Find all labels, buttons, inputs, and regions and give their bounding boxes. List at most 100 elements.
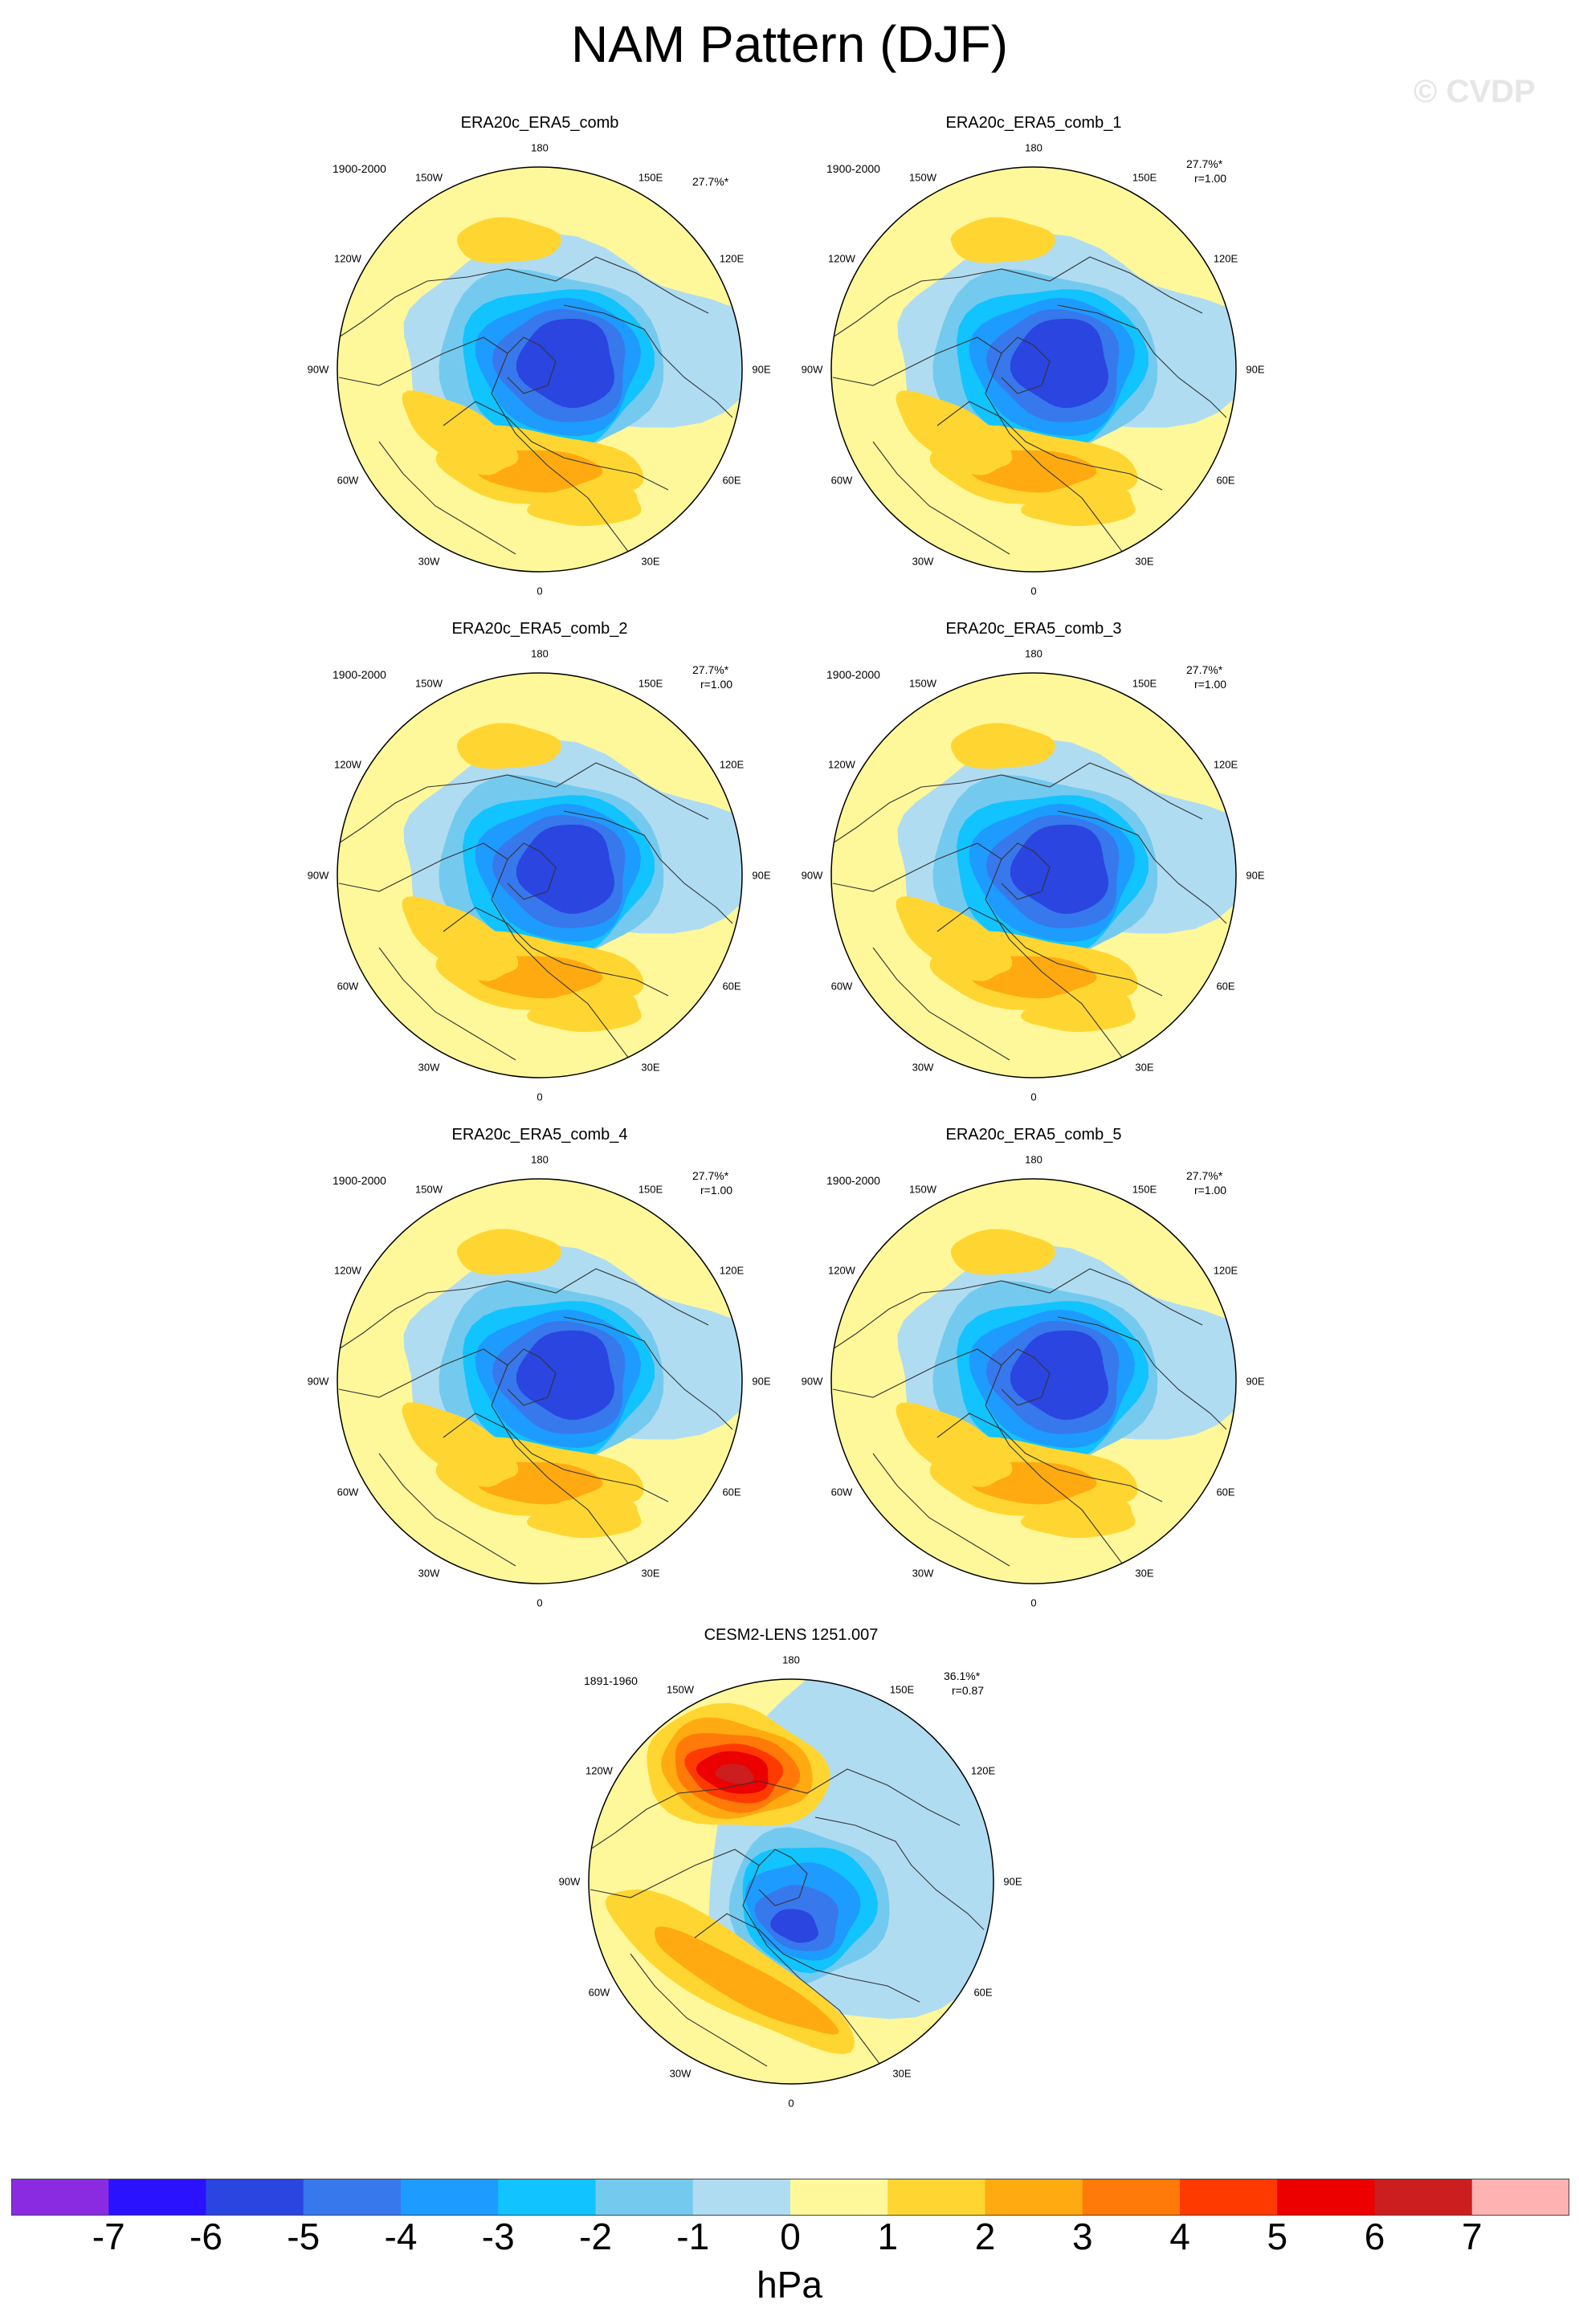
coastline — [630, 1953, 768, 2067]
longitude-label: 0 — [537, 1091, 543, 1103]
longitude-label: 0 — [537, 585, 543, 597]
longitude-label: 90E — [752, 1375, 771, 1388]
pattern-correlation: r=0.87 — [952, 1684, 985, 1697]
map-boundary — [830, 166, 1237, 573]
coastline — [507, 336, 557, 394]
longitude-label: 30W — [912, 1567, 934, 1580]
coastline — [1057, 1316, 1227, 1430]
variance-explained: 27.7%* — [1186, 663, 1223, 676]
longitude-label: 30E — [1135, 555, 1154, 568]
coastline — [338, 336, 637, 563]
high-lobe-level-1 — [402, 1402, 519, 1487]
longitude-label: 180 — [782, 1653, 800, 1666]
map-panel: ERA20c_ERA5_comb_1 1900-2000 27.7%* r=1.00 1… — [801, 114, 1267, 628]
polar-map — [830, 1178, 1237, 1584]
longitude-label: 60E — [1216, 980, 1235, 993]
analysis-period: 1900-2000 — [826, 1174, 880, 1187]
map-boundary — [337, 1178, 743, 1584]
coastline — [338, 256, 709, 338]
pacific-high-level-1 — [950, 217, 1055, 263]
colorbar-swatch — [1471, 2179, 1569, 2216]
panel-title: ERA20c_ERA5_comb_4 — [451, 1126, 628, 1144]
colorbar-tick-label: 0 — [780, 2216, 801, 2257]
coastline — [443, 401, 669, 491]
colorbar-swatch — [1374, 2179, 1473, 2216]
colorbar-tick-label: 6 — [1364, 2216, 1385, 2257]
colorbar-units: hPa — [757, 2264, 822, 2306]
low-anomaly-level-6 — [516, 1330, 615, 1420]
coastline — [814, 1816, 985, 1931]
longitude-label: 120W — [827, 252, 855, 265]
map-panel: ERA20c_ERA5_comb_5 1900-2000 27.7%* r=1.00 1… — [801, 1126, 1267, 1640]
map-panel: CESM2-LENS 1251.007 1891-1960 36.1%* r=0.87… — [558, 1626, 1024, 2140]
map-panel: ERA20c_ERA5_comb_2 1900-2000 27.7%* r=1.00 1… — [307, 620, 773, 1134]
longitude-label: 180 — [531, 141, 549, 154]
longitude-label: 120E — [970, 1764, 996, 1777]
longitude-label: 60W — [588, 1986, 610, 1999]
coastline — [507, 1348, 557, 1406]
low-anomaly-level-6 — [516, 318, 615, 408]
longitude-label: 30W — [669, 2067, 692, 2080]
coastline — [338, 842, 637, 1069]
polar-map — [588, 1678, 994, 2085]
longitude-label: 120E — [1213, 758, 1238, 771]
longitude-label: 150E — [1132, 1183, 1157, 1196]
longitude-label: 60E — [1216, 474, 1235, 487]
coastline — [832, 336, 1131, 563]
longitude-label: 30E — [1135, 1567, 1154, 1580]
longitude-label: 60E — [1216, 1486, 1235, 1498]
high-lobe-level-1 — [896, 390, 1013, 475]
longitude-label: 90W — [307, 869, 329, 882]
longitude-label: 60E — [973, 1986, 993, 1999]
colorbar-tick-label: 2 — [974, 2216, 996, 2257]
longitude-label: 120E — [719, 1264, 745, 1277]
high-lobe-level-1 — [896, 1402, 1013, 1487]
longitude-label: 90W — [801, 869, 823, 882]
high-lobe-level-1 — [402, 390, 519, 475]
colorbar-tick-label: -6 — [190, 2216, 222, 2257]
coastline — [832, 842, 1131, 1069]
colorbar-tick-label: -7 — [92, 2216, 125, 2257]
analysis-period: 1900-2000 — [826, 162, 880, 175]
analysis-period: 1900-2000 — [826, 668, 880, 681]
coastline — [338, 1348, 637, 1575]
longitude-label: 180 — [1025, 141, 1042, 154]
coastline — [590, 1849, 888, 2075]
longitude-label: 180 — [531, 1153, 549, 1166]
low-anomaly-level-6 — [1010, 1330, 1109, 1420]
map-boundary — [337, 672, 743, 1078]
polar-map — [337, 166, 743, 573]
panel-title: ERA20c_ERA5_comb_1 — [945, 114, 1122, 132]
panel-title: CESM2-LENS 1251.007 — [704, 1626, 879, 1644]
coastline — [563, 810, 733, 924]
longitude-label: 60E — [722, 980, 741, 993]
high-lobe-level-2 — [1021, 485, 1136, 527]
longitude-label: 0 — [1030, 1091, 1037, 1103]
low-anomaly-level-6 — [516, 824, 615, 914]
colorbar-swatch — [303, 2179, 402, 2216]
high-lobe-level-2 — [527, 485, 642, 527]
analysis-period: 1900-2000 — [333, 668, 386, 681]
analysis-period: 1900-2000 — [333, 162, 386, 175]
longitude-label: 120E — [719, 758, 745, 771]
polar-map — [337, 1178, 743, 1584]
longitude-label: 90E — [752, 869, 771, 882]
variance-explained: 27.7%* — [1186, 157, 1223, 170]
longitude-label: 150E — [889, 1683, 915, 1696]
high-lobe-level-1 — [402, 896, 519, 981]
colorbar-swatch — [401, 2179, 499, 2216]
map-panel: ERA20c_ERA5_comb_4 1900-2000 27.7%* r=1.00 1… — [307, 1126, 773, 1640]
longitude-label: 30W — [912, 555, 934, 568]
panel-title: ERA20c_ERA5_comb — [460, 114, 619, 132]
coastline — [694, 1913, 920, 2003]
coastline — [832, 762, 1203, 844]
longitude-label: 150W — [415, 1183, 443, 1196]
high-lobe-level-2 — [527, 1497, 642, 1539]
coastline — [443, 907, 669, 997]
longitude-label: 150E — [638, 1183, 663, 1196]
longitude-label: 30E — [641, 1061, 660, 1074]
longitude-label: 150E — [638, 171, 663, 184]
high-lobe-level-2 — [1021, 1497, 1136, 1539]
colorbar-tick-label: -4 — [384, 2216, 418, 2257]
analysis-period: 1891-1960 — [584, 1674, 638, 1687]
